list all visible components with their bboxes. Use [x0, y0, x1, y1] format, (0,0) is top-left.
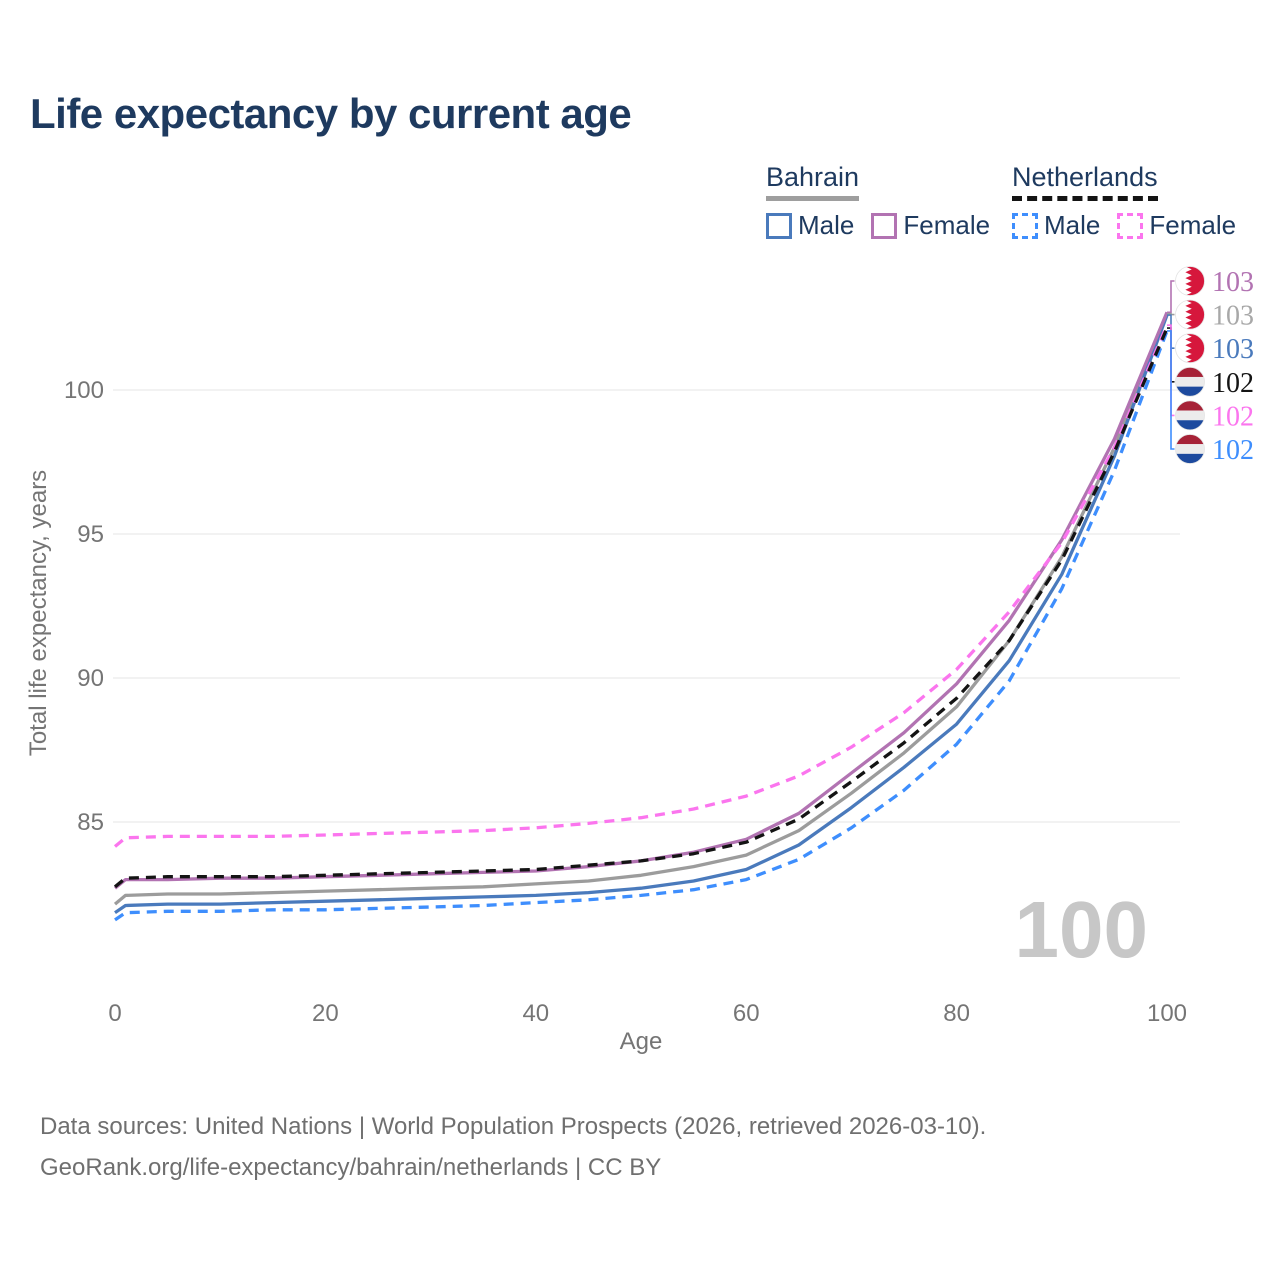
- x-tick-label: 20: [312, 1000, 339, 1027]
- end-label-value: 102: [1212, 435, 1254, 466]
- flag-bahrain-icon: [1175, 300, 1205, 330]
- y-tick-label: 95: [77, 521, 104, 548]
- footer-attribution: GeoRank.org/life-expectancy/bahrain/neth…: [40, 1154, 662, 1181]
- flag-bahrain-icon: [1175, 266, 1205, 296]
- legend-country-netherlands: Netherlands: [1012, 162, 1158, 201]
- end-label-value: 103: [1212, 334, 1254, 365]
- y-tick-label: 90: [77, 665, 104, 692]
- x-tick-label: 60: [733, 1000, 760, 1027]
- flag-ring: [1175, 299, 1205, 330]
- footer-data-sources: Data sources: United Nations | World Pop…: [40, 1113, 987, 1140]
- x-tick-label: 80: [943, 1000, 970, 1027]
- x-axis-title: Age: [620, 1028, 663, 1055]
- end-label-connector: [1167, 312, 1175, 316]
- flag-ring: [1175, 333, 1205, 364]
- series-line-bahrain-female: [113, 311, 1169, 890]
- end-label-value: 102: [1212, 368, 1254, 399]
- series-line-netherlands: [113, 327, 1169, 889]
- end-label-connector: [1167, 280, 1175, 314]
- legend-swatch-bahrain-male: [766, 212, 792, 239]
- flag-netherlands-icon: [1175, 400, 1205, 430]
- flag-netherlands-icon: [1175, 434, 1205, 464]
- flag-ring: [1175, 434, 1205, 464]
- end-label-value: 103: [1212, 301, 1254, 332]
- series-line-bahrain-male: [114, 314, 1169, 915]
- page-title: Life expectancy by current age: [30, 90, 632, 137]
- legend-swatch-netherlands-female: [1117, 212, 1144, 239]
- flag-bahrain-icon: [1175, 333, 1205, 363]
- legend-label-bahrain-male: Male: [798, 210, 855, 240]
- flag-ring: [1175, 366, 1205, 397]
- flag-ring: [1175, 266, 1205, 296]
- legend-group-netherlands: Netherlands Male Female: [1012, 162, 1253, 241]
- legend-swatch-netherlands-male: [1012, 212, 1038, 239]
- x-tick-label: 40: [522, 1000, 549, 1027]
- end-label-value: 103: [1212, 267, 1254, 298]
- age-counter-watermark: 100: [1015, 885, 1148, 974]
- y-tick-label: 100: [64, 377, 104, 404]
- end-label-value: 102: [1212, 401, 1254, 432]
- legend-label-bahrain-female: Female: [903, 210, 991, 240]
- x-tick-label: 100: [1147, 1000, 1187, 1027]
- series-line-netherlands-male: [114, 330, 1169, 922]
- flag-ring: [1175, 400, 1205, 431]
- legend-label-netherlands-male: Male: [1044, 210, 1101, 240]
- series-line-netherlands-female: [113, 324, 1169, 848]
- legend-country-bahrain: Bahrain: [766, 162, 860, 201]
- flag-netherlands-icon: [1175, 367, 1205, 397]
- end-label-connector: [1167, 330, 1175, 450]
- legend-group-bahrain: Bahrain Male Female: [766, 162, 1007, 241]
- footer: Data sources: United Nations | World Pop…: [40, 1106, 986, 1188]
- legend-label-netherlands-female: Female: [1149, 210, 1237, 240]
- x-tick-label: 0: [108, 1000, 121, 1027]
- y-axis-title: Total life expectancy, years: [25, 470, 52, 756]
- chart-legend: Bahrain Male Female Netherlands Male Fem…: [0, 162, 1280, 242]
- series-line-bahrain: [113, 313, 1169, 906]
- legend-swatch-bahrain-female: [871, 212, 898, 239]
- y-tick-label: 85: [77, 809, 104, 836]
